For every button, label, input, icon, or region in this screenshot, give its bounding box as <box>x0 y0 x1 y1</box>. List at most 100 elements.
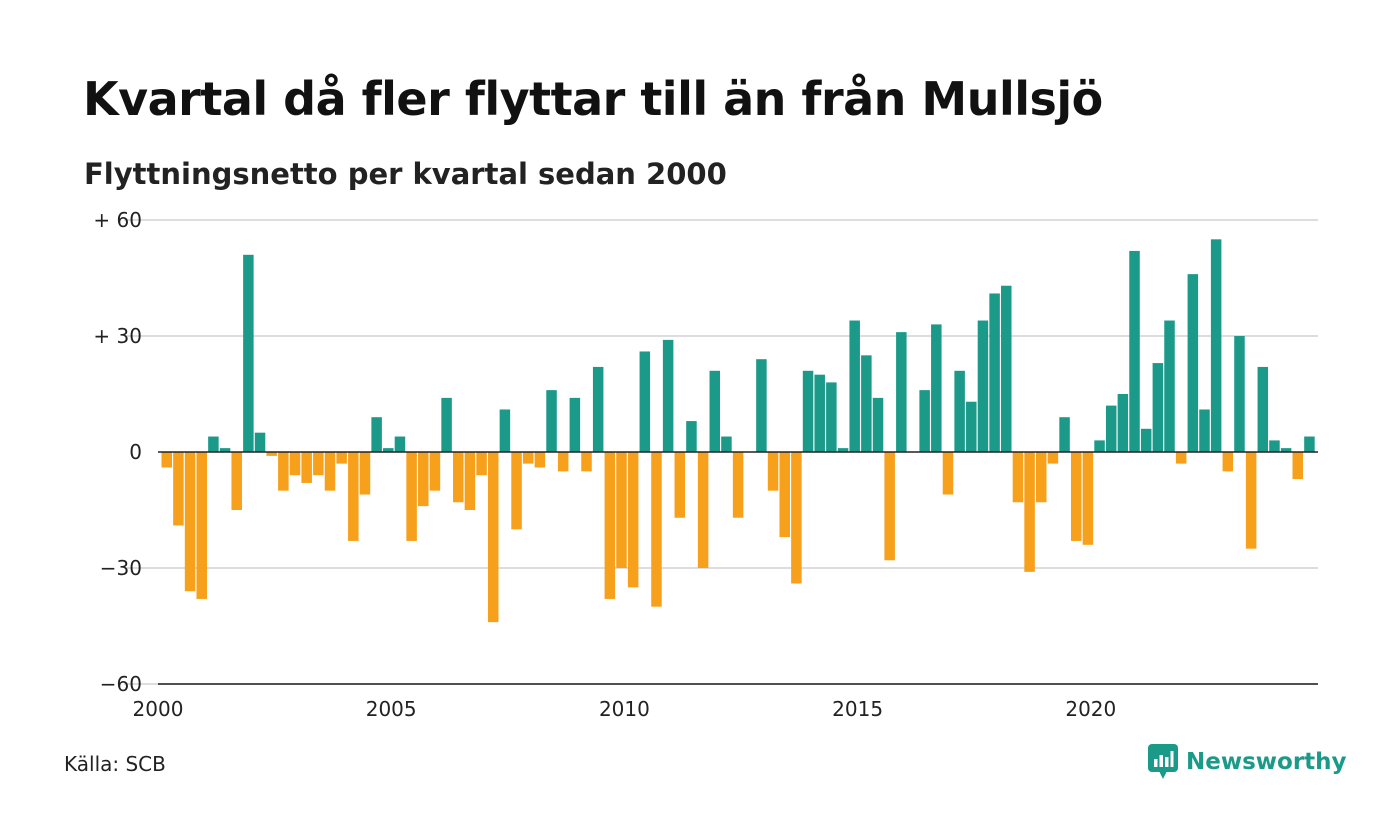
bar <box>359 452 371 495</box>
bar <box>802 370 814 452</box>
bar <box>487 452 499 623</box>
bar <box>639 351 651 452</box>
bar <box>1024 452 1035 572</box>
bar <box>429 452 441 491</box>
bar <box>1070 452 1082 541</box>
bar <box>557 452 569 472</box>
chart-subtitle: Flyttningsnetto per kvartal sedan 2000 <box>84 157 727 191</box>
bar <box>196 452 207 599</box>
bars <box>161 239 1315 623</box>
bar <box>1117 394 1129 452</box>
bar <box>254 432 266 452</box>
bar <box>1164 320 1175 452</box>
bar <box>931 324 942 452</box>
bar <box>348 452 359 541</box>
bar <box>989 293 1000 452</box>
bar <box>919 390 930 452</box>
bar <box>231 452 242 510</box>
bar <box>1036 452 1047 503</box>
bar <box>756 359 767 452</box>
bar <box>464 452 476 510</box>
bar <box>686 421 697 452</box>
bar <box>243 254 254 452</box>
bar <box>336 452 347 464</box>
bar <box>977 320 989 452</box>
newsworthy-logo-icon <box>1148 744 1178 779</box>
bar <box>581 452 592 472</box>
bar <box>814 374 825 452</box>
bar <box>1269 440 1280 452</box>
bar <box>301 452 312 483</box>
bar <box>1280 448 1292 452</box>
bar <box>1129 250 1140 452</box>
y-tick-label: + 30 <box>93 324 142 348</box>
bar <box>1059 417 1070 452</box>
y-tick-label: −30 <box>100 556 142 580</box>
bar <box>569 397 581 452</box>
chart-title: Kvartal då fler flyttar till än från Mul… <box>83 72 1103 126</box>
bar <box>1222 452 1234 472</box>
y-tick-label: 0 <box>129 440 142 464</box>
bar <box>173 452 184 526</box>
bar <box>546 390 557 452</box>
bar <box>616 452 627 568</box>
x-tick-label: 2000 <box>133 697 184 721</box>
bar <box>1001 285 1012 452</box>
source-note: Källa: SCB <box>64 752 166 776</box>
bar <box>837 448 849 452</box>
bar <box>732 452 744 518</box>
bar <box>208 436 219 452</box>
bar <box>1152 363 1164 452</box>
y-tick-label: −60 <box>100 672 142 696</box>
bar <box>861 355 872 452</box>
bar <box>697 452 709 568</box>
bar <box>721 436 732 452</box>
bar <box>1175 452 1187 464</box>
bar <box>884 452 895 561</box>
bar <box>441 397 452 452</box>
y-tick-label: + 60 <box>93 208 142 232</box>
bar <box>418 452 429 507</box>
bar <box>1012 452 1024 503</box>
bar <box>767 452 779 491</box>
bar <box>872 397 884 452</box>
bar <box>1245 452 1257 549</box>
bar <box>324 452 336 491</box>
bar <box>266 452 277 456</box>
bar <box>522 452 534 464</box>
bar <box>942 452 954 495</box>
bar <box>954 370 965 452</box>
bar <box>791 452 802 584</box>
bar <box>1234 336 1245 452</box>
bar <box>499 409 511 452</box>
x-tick-label: 2010 <box>599 697 650 721</box>
bar <box>383 448 394 452</box>
bar <box>1257 366 1269 452</box>
bar <box>406 452 417 541</box>
bar <box>627 452 639 588</box>
bar <box>1140 428 1152 452</box>
bar <box>662 339 674 452</box>
bar <box>779 452 790 538</box>
bar <box>966 401 977 452</box>
bar <box>394 436 406 452</box>
bar <box>278 452 289 491</box>
bar <box>651 452 662 607</box>
bar <box>1187 274 1199 452</box>
x-tick-label: 2020 <box>1065 697 1116 721</box>
bar <box>184 452 196 592</box>
bar <box>1094 440 1105 452</box>
bar <box>289 452 301 476</box>
bar <box>849 320 860 452</box>
bar <box>1047 452 1059 464</box>
bar <box>604 452 616 599</box>
bar <box>826 382 837 452</box>
bar <box>371 417 382 452</box>
brand-logo: Newsworthy <box>1148 744 1347 780</box>
bar <box>1199 409 1210 452</box>
bar <box>219 448 231 452</box>
bar <box>1304 436 1315 452</box>
bar <box>674 452 686 518</box>
bar <box>161 452 172 468</box>
